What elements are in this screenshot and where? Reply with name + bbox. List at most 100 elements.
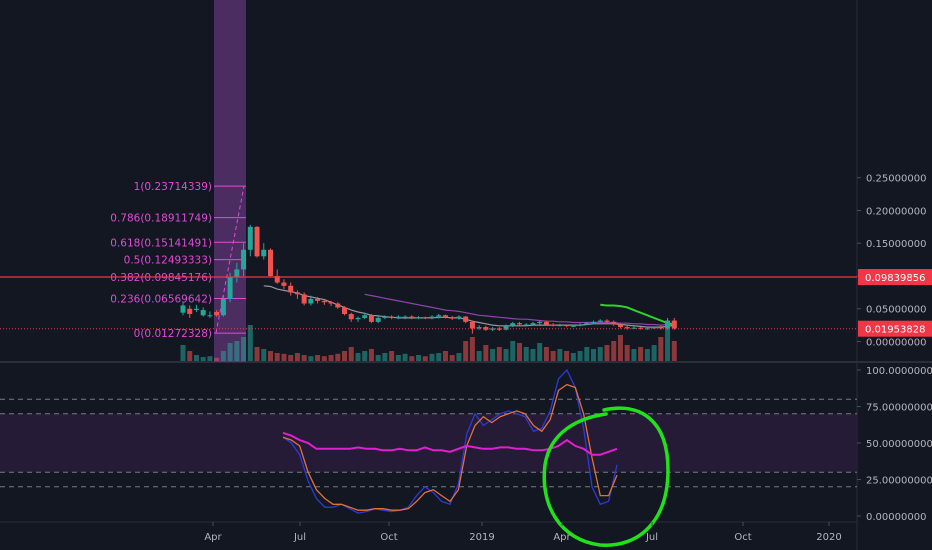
candle-body [342,307,348,314]
volume-bar [355,353,361,361]
volume-bar [362,351,368,361]
candle-body [187,308,193,314]
axis-layer: 0.250000000.200000000.150000000.10000000… [204,174,932,543]
volume-bar [301,355,307,361]
price-tag-box [858,269,932,286]
candle-body [294,292,300,295]
volume-bar [375,355,381,361]
time-axis-label: Jul [645,532,658,543]
volume-bar [456,353,462,361]
volume-bar [234,341,240,361]
fib-trend-line [215,186,245,334]
candle-body [355,317,361,320]
candle-body [557,325,563,327]
candle-body [395,316,401,318]
volume-bar [624,345,630,361]
volume-bar [321,356,327,361]
volume-bar [274,353,280,361]
volume-bar [402,353,408,361]
candle-body [348,313,354,320]
candle-body [577,324,583,326]
volume-bar [193,355,199,361]
volume-bar [476,351,482,361]
candle-body [611,321,617,325]
volume-bar [496,347,502,361]
volume-bar [261,349,267,361]
volume-bar [348,347,354,361]
candle-body [523,324,529,326]
candle-body [328,302,334,304]
volume-bar [267,351,273,361]
candle-body [617,324,623,328]
candle-body [375,317,381,322]
candle-body [254,226,260,257]
volume-bar [214,357,220,361]
candle-body [416,317,422,319]
candle-body [247,226,253,250]
volume-bar [409,356,415,361]
candle-body [510,323,516,326]
volume-bar [416,355,422,361]
volume-bar [422,356,428,361]
time-axis-label: Jul [293,532,306,543]
volume-bar [180,345,186,361]
rsi-line [282,368,618,514]
volume-bar [658,337,664,361]
volume-bar [328,355,334,361]
candle-body [267,249,273,276]
candle-body [517,323,522,325]
volume-bar [308,356,314,361]
volume-bar [207,356,213,361]
volume-bar [651,345,657,361]
fib-level-label: 0(0.01272328) [134,328,212,340]
volume-bar [543,347,549,361]
candle-body [591,321,597,324]
candle-body [234,269,240,278]
volume-bar [281,353,287,361]
price-axis-label: 0.00000000 [866,338,926,349]
candle-body [530,323,536,325]
candle-body [409,316,415,318]
moving-average-line [364,293,675,326]
candle-body [463,316,469,322]
candle-body [543,321,549,325]
candle-body [638,327,644,329]
price-axis-label: 0.05000000 [866,305,926,316]
candle-body [362,315,368,318]
volume-bar [503,349,509,361]
candle-body [671,320,677,329]
fib-level-label: 1(0.23714339) [134,181,212,193]
time-axis-label: 2019 [469,532,494,543]
volume-bar [557,349,563,361]
volume-bar [490,349,496,361]
candle-body [389,316,395,318]
volume-bar [442,351,448,361]
candle-body [456,316,462,319]
candle-body [624,327,630,329]
volume-bar [342,351,348,361]
rsi-axis-label: 25.00000000 [866,476,932,487]
candle-body [315,298,321,301]
candle-body [651,327,657,329]
rsi-axis-label: 0.00000000 [866,512,926,523]
annotation-circle [542,406,670,547]
volume-bar [288,355,294,361]
candle-body [193,308,199,311]
candle-body [220,298,226,316]
candle-body [321,300,327,303]
volume-bar [523,347,529,361]
volume-bar [665,321,671,361]
candle-body [442,315,448,318]
price-axis-label: 0.25000000 [866,174,926,185]
fib-level-label: 0.5(0.12493333) [124,255,212,267]
volume-bar [382,353,388,361]
volume-bar [631,349,637,361]
annotation-layer [542,406,670,547]
fib-level-label: 0.236(0.06569642) [110,293,212,305]
time-axis-label: 2020 [816,532,841,543]
candle-body [382,316,388,318]
candle-layer [180,224,677,334]
volume-bar [591,349,597,361]
volume-bar [395,355,401,361]
